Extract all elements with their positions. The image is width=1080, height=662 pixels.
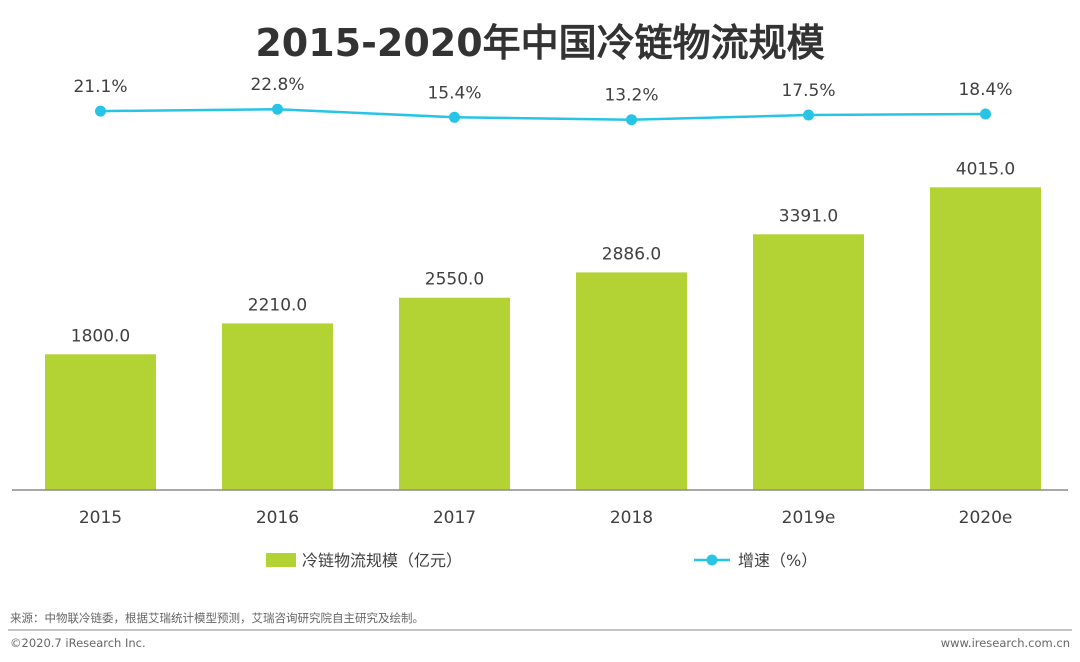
line-point-2018: [626, 114, 637, 126]
x-tick-2020e: 2020e: [959, 508, 1013, 528]
line-series: [95, 103, 991, 126]
line-point-2015: [95, 105, 106, 117]
x-tick-2018: 2018: [610, 508, 653, 528]
line-label-2019e: 17.5%: [781, 81, 835, 101]
footer-copyright: ©2020.7 iResearch Inc.: [10, 636, 146, 650]
line-point-2017: [449, 111, 460, 123]
bar-2018: [576, 272, 687, 490]
growth-line: [100, 107, 986, 121]
x-tick-2017: 2017: [433, 508, 476, 528]
bar-2016: [222, 323, 333, 490]
x-tick-2019e: 2019e: [782, 508, 836, 528]
x-axis-ticks: 2015 2016 2017 2018 2019e 2020e: [79, 508, 1013, 528]
bar-2020e: [930, 187, 1041, 491]
legend: 冷链物流规模（亿元） 增速（%）: [266, 551, 817, 570]
line-label-2018: 13.2%: [604, 86, 658, 106]
legend-label-bar: 冷链物流规模（亿元）: [302, 551, 462, 570]
line-point-2020e: [980, 108, 991, 120]
bar-label-2020e: 4015.0: [956, 159, 1015, 179]
bar-label-2017: 2550.0: [425, 270, 484, 290]
x-tick-2015: 2015: [79, 508, 122, 528]
line-point-2019e: [803, 109, 814, 121]
legend-label-line: 增速（%）: [738, 551, 817, 570]
bar-series: [45, 187, 1041, 491]
bar-label-2018: 2886.0: [602, 244, 661, 264]
bar-value-labels: 1800.0 2210.0 2550.0 2886.0 3391.0 4015.0: [71, 159, 1015, 346]
footer-website: www.iresearch.com.cn: [941, 636, 1070, 650]
bar-2015: [45, 354, 156, 490]
chart-title: 2015-2020年中国冷链物流规模: [255, 21, 824, 65]
bar-label-2019e: 3391.0: [779, 206, 838, 226]
line-label-2017: 15.4%: [427, 83, 481, 103]
bar-2019e: [753, 234, 864, 490]
bar-label-2015: 1800.0: [71, 326, 130, 346]
line-label-2016: 22.8%: [250, 75, 304, 95]
legend-marker-line: [706, 554, 718, 566]
line-label-2015: 21.1%: [73, 77, 127, 97]
bar-2017: [399, 297, 510, 490]
bar-label-2016: 2210.0: [248, 295, 307, 315]
line-value-labels: 21.1% 22.8% 15.4% 13.2% 17.5% 18.4%: [73, 75, 1012, 106]
line-point-2016: [272, 103, 283, 115]
x-tick-2016: 2016: [256, 508, 299, 528]
source-note: 来源：中物联冷链委，根据艾瑞统计模型预测，艾瑞咨询研究院自主研究及绘制。: [10, 611, 424, 625]
line-label-2020e: 18.4%: [958, 80, 1012, 100]
legend-swatch-bar: [266, 553, 296, 567]
